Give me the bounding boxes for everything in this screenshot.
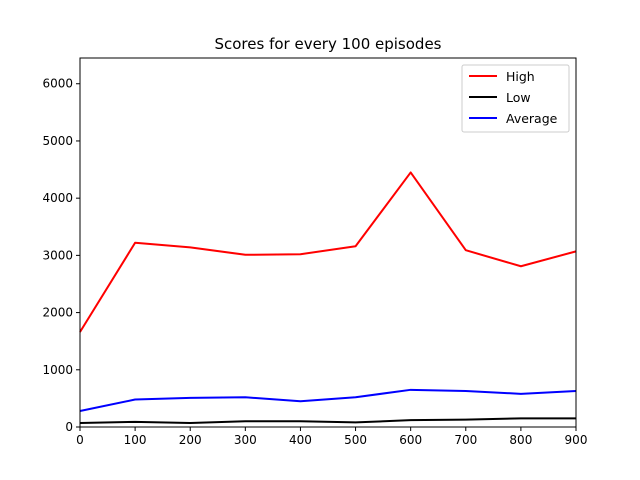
x-tick-label: 600 <box>399 433 422 447</box>
x-tick-label: 300 <box>234 433 257 447</box>
y-tick-label: 1000 <box>42 363 73 377</box>
y-tick-label: 3000 <box>42 248 73 262</box>
series-line-high <box>79 171 577 333</box>
x-tick-label: 400 <box>289 433 312 447</box>
x-tick-label: 500 <box>344 433 367 447</box>
legend-label-high: High <box>506 69 535 84</box>
y-axis: 0 1000 2000 3000 4000 5000 6000 <box>42 77 80 434</box>
chart-title: Scores for every 100 episodes <box>214 35 441 53</box>
y-tick-label: 0 <box>65 420 73 434</box>
y-tick-label: 4000 <box>42 191 73 205</box>
series-line-average <box>79 388 577 412</box>
x-tick-label: 800 <box>509 433 532 447</box>
series-line-low <box>79 417 576 424</box>
y-tick-label: 2000 <box>42 306 73 320</box>
y-tick-label: 6000 <box>42 77 73 91</box>
x-tick-label: 0 <box>76 433 84 447</box>
legend-box <box>461 64 570 133</box>
x-tick-label: 900 <box>565 433 588 447</box>
legend-label-average: Average <box>506 111 558 126</box>
plot-frame <box>79 57 577 428</box>
y-tick-label: 5000 <box>42 134 73 148</box>
series-layer <box>79 171 577 424</box>
legend-label-low: Low <box>506 90 531 105</box>
x-tick-label: 200 <box>179 433 202 447</box>
x-tick-label: 700 <box>454 433 477 447</box>
legend: High Low Average <box>461 64 570 133</box>
x-tick-label: 100 <box>124 433 147 447</box>
x-axis: 0 100 200 300 400 500 600 700 800 900 <box>76 427 587 447</box>
